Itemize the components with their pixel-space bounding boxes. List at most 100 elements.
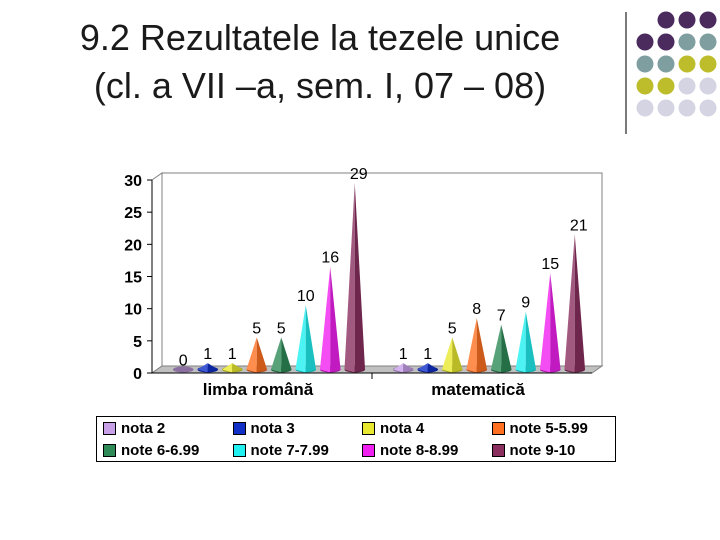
legend-item: note 5-5.99 xyxy=(486,417,616,439)
bar-cone: 7 xyxy=(490,307,512,373)
x-category-label: matematică xyxy=(431,380,525,399)
decorative-dot xyxy=(699,77,717,95)
bar-cone: 29 xyxy=(344,166,368,373)
cone-left-face xyxy=(246,337,257,373)
legend-swatch xyxy=(491,443,505,457)
decorative-dot xyxy=(699,33,717,51)
y-tick-label: 20 xyxy=(124,237,142,254)
bar-cone: 8 xyxy=(466,301,488,373)
cone-right-face xyxy=(403,363,414,373)
decorative-dot xyxy=(678,11,696,29)
data-label: 0 xyxy=(179,353,188,370)
decorative-dot xyxy=(636,77,654,95)
bar-cone: 1 xyxy=(417,346,439,373)
cone-right-face xyxy=(354,182,366,373)
data-label: 1 xyxy=(228,346,237,363)
legend-label: note 8-8.99 xyxy=(380,441,459,459)
data-label: 5 xyxy=(252,320,261,337)
bar-cone: 5 xyxy=(246,320,268,373)
data-label: 29 xyxy=(350,166,368,183)
data-label: 5 xyxy=(448,320,457,337)
cone-left-face xyxy=(344,182,355,373)
cone-right-face xyxy=(305,305,317,373)
data-label: 16 xyxy=(321,250,339,267)
cone-left-face xyxy=(270,337,282,373)
title-line-1: 9.2 Rezultatele la tezele unice xyxy=(79,17,561,58)
cone-left-face xyxy=(295,305,306,373)
cone-right-face xyxy=(525,311,537,373)
bar-cone: 5 xyxy=(270,320,292,373)
bar-cone: 15 xyxy=(539,256,561,373)
bar-cone: 1 xyxy=(392,346,414,373)
legend-swatch xyxy=(103,443,116,457)
cone-right-face xyxy=(574,234,586,373)
legend-item: nota 2 xyxy=(97,417,227,439)
legend-swatch xyxy=(232,443,246,457)
cone-right-face xyxy=(232,363,243,373)
cone-left-face xyxy=(392,363,404,373)
decorative-dot xyxy=(657,77,675,95)
y-tick-label: 5 xyxy=(133,334,142,351)
decorative-dot xyxy=(657,11,675,29)
back-wall xyxy=(161,172,603,367)
x-category-label: limba română xyxy=(203,380,314,399)
side-wall xyxy=(151,172,163,374)
title-divider xyxy=(625,12,627,134)
legend-label: note 5-5.99 xyxy=(509,419,588,437)
chart-container: 0 5 10 15 20 25 30 0 1 1 5 5 10 16 29 1 1 5 8 7 9 15 21 limba r… xyxy=(90,160,620,465)
cone-left-face xyxy=(197,363,208,373)
cone-left-face xyxy=(539,273,551,373)
legend-swatch xyxy=(103,421,116,435)
title-line-2: (cl. a VII –a, sem. I, 07 – 08) xyxy=(93,65,547,106)
decorative-dot xyxy=(699,11,717,29)
cone-right-face xyxy=(452,337,463,373)
decorative-dot xyxy=(657,99,675,117)
chart-walls xyxy=(150,172,604,374)
data-label: 1 xyxy=(203,346,212,363)
y-tick-label: 10 xyxy=(124,302,142,319)
data-label: 10 xyxy=(297,288,315,305)
decorative-dot xyxy=(678,33,696,51)
decorative-dot xyxy=(678,99,696,117)
legend-swatch xyxy=(491,421,505,435)
bar-cone: 5 xyxy=(441,320,463,373)
legend-swatch xyxy=(232,421,246,435)
cone-right-face xyxy=(256,337,268,373)
cone-base xyxy=(172,366,194,373)
bar-cone: 10 xyxy=(295,288,317,373)
cone-left-face xyxy=(441,337,453,373)
y-tick-label: 25 xyxy=(124,205,142,222)
y-tick-label: 15 xyxy=(124,270,142,287)
data-label: 5 xyxy=(277,320,286,337)
legend-label: note 7-7.99 xyxy=(250,441,329,459)
y-tick-label: 0 xyxy=(133,366,142,383)
data-label: 1 xyxy=(423,346,432,363)
cone-right-face xyxy=(501,324,512,373)
decorative-dot xyxy=(636,99,654,117)
decorative-dot xyxy=(678,55,696,73)
legend-item: note 8-8.99 xyxy=(356,439,486,461)
slide-title: 9.2 Rezultatele la tezele unice (cl. a V… xyxy=(30,14,610,110)
cone-right-face xyxy=(427,363,439,373)
cone-left-face xyxy=(319,266,331,373)
cone-left-face xyxy=(417,363,428,373)
y-tick-label: 30 xyxy=(124,173,142,190)
bar-cone: 9 xyxy=(515,295,537,373)
decorative-dot xyxy=(699,55,717,73)
legend-label: nota 2 xyxy=(121,419,166,437)
legend-swatch xyxy=(362,443,375,457)
cone-left-face xyxy=(564,234,575,373)
decorative-dot xyxy=(699,99,717,117)
data-label: 7 xyxy=(497,307,506,324)
data-label: 1 xyxy=(399,346,408,363)
legend-item: note 6-6.99 xyxy=(97,439,227,461)
bar-cone: 21 xyxy=(564,217,588,373)
cone-right-face xyxy=(550,273,561,373)
legend-swatch xyxy=(362,421,375,435)
decorative-dot xyxy=(657,55,675,73)
cone-right-face xyxy=(207,363,219,373)
bar-cone: 1 xyxy=(197,346,219,373)
y-axis: 0 5 10 15 20 25 30 xyxy=(124,173,153,383)
